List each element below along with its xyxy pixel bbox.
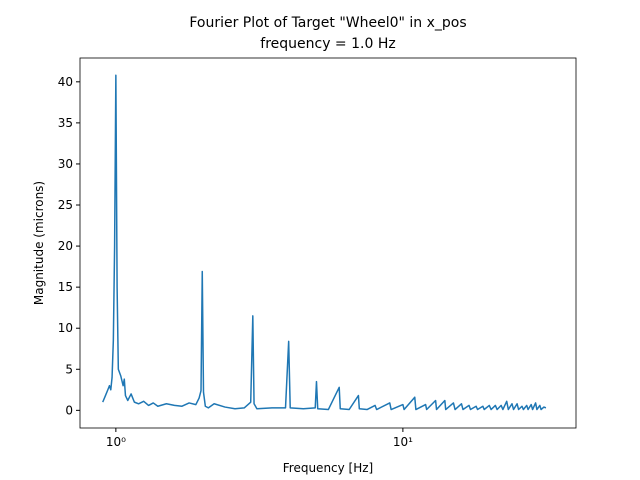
chart-subtitle: frequency = 1.0 Hz xyxy=(260,36,395,52)
y-tick-label: 25 xyxy=(58,198,73,212)
line xyxy=(102,74,547,411)
y-tick-label: 40 xyxy=(58,75,73,89)
x-tick-label: 10⁰ xyxy=(106,435,126,449)
y-axis-label: Magnitude (microns) xyxy=(32,181,46,305)
y-tick-label: 30 xyxy=(58,157,73,171)
x-tick-label: 10¹ xyxy=(393,435,413,449)
y-tick-label: 10 xyxy=(58,321,73,335)
y-tick-label: 20 xyxy=(58,239,73,253)
y-tick-label: 0 xyxy=(65,403,73,417)
y-tick-label: 5 xyxy=(65,362,73,376)
plot-frame xyxy=(79,57,577,429)
chart-title: Fourier Plot of Target "Wheel0" in x_pos xyxy=(189,15,466,31)
y-tick-label: 15 xyxy=(58,280,73,294)
x-axis-label: Frequency [Hz] xyxy=(283,461,374,475)
y-tick-label: 35 xyxy=(58,116,73,130)
